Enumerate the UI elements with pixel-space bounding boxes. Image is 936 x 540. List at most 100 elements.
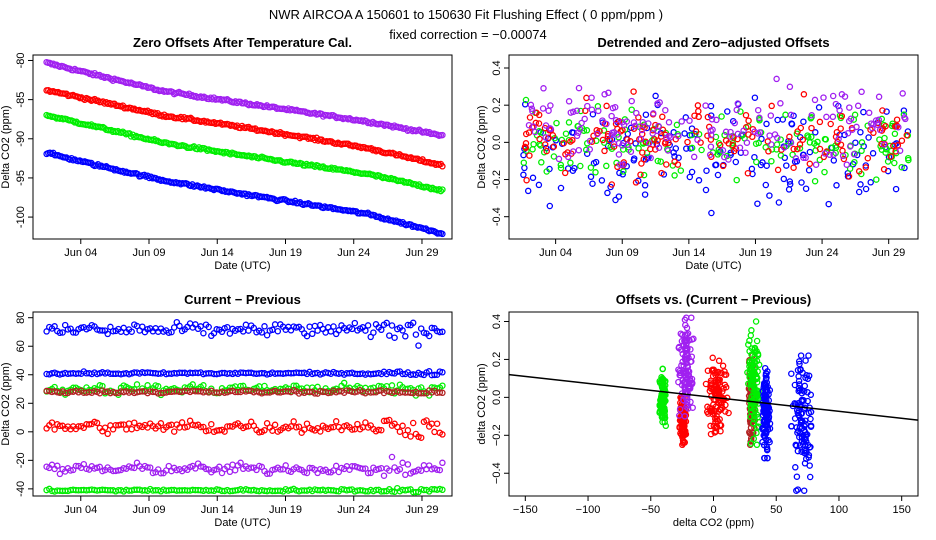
data-point: [69, 329, 77, 336]
data-point: [845, 117, 853, 125]
data-point: [711, 429, 718, 436]
data-point: [439, 369, 446, 376]
data-point: [610, 143, 618, 150]
data-point: [867, 120, 875, 127]
data-point: [630, 119, 638, 126]
x-tick-label: −150: [513, 504, 538, 516]
data-point: [667, 134, 674, 141]
data-point: [806, 148, 814, 156]
data-point: [749, 429, 757, 437]
data-point: [529, 174, 537, 182]
data-point: [875, 116, 883, 124]
data-point: [682, 114, 690, 121]
data-point: [869, 150, 877, 157]
data-point: [904, 154, 912, 162]
data-point: [766, 420, 774, 427]
data-point: [617, 128, 625, 135]
data-point: [245, 327, 252, 334]
data-point: [882, 122, 889, 130]
data-point: [362, 327, 369, 334]
data-point: [627, 148, 635, 155]
data-point: [795, 427, 802, 435]
data-point: [860, 108, 867, 116]
data-point: [787, 139, 795, 147]
data-point: [637, 135, 645, 143]
data-point: [677, 330, 685, 337]
data-point: [386, 332, 393, 339]
data-point: [683, 145, 690, 152]
data-point: [671, 172, 678, 179]
data-point: [637, 171, 644, 178]
data-point: [790, 164, 797, 171]
data-point: [801, 382, 809, 390]
data-point: [722, 128, 730, 136]
data-point: [598, 177, 606, 184]
data-point: [258, 329, 266, 336]
data-point: [804, 397, 811, 405]
data-point: [628, 106, 635, 113]
data-point: [131, 419, 138, 426]
data-point: [364, 469, 372, 477]
data-point: [707, 127, 714, 134]
data-point: [792, 441, 799, 449]
data-point: [797, 416, 805, 424]
data-point: [713, 116, 720, 124]
series-purple: [43, 453, 446, 479]
x-tick-label: Jun 24: [806, 247, 839, 259]
data-point: [520, 151, 527, 159]
data-point: [762, 181, 770, 189]
data-point: [615, 151, 623, 158]
data-point: [327, 424, 335, 431]
data-point: [796, 141, 804, 148]
data-point: [428, 324, 436, 332]
data-point: [168, 328, 175, 336]
data-point: [545, 107, 552, 114]
header-line-2: fixed correction = −0.00074: [389, 27, 547, 42]
data-point: [417, 434, 425, 441]
data-point: [335, 327, 343, 334]
data-point: [678, 362, 685, 369]
x-tick-label: Jun 19: [269, 504, 302, 516]
data-point: [727, 133, 734, 140]
data-point: [436, 328, 444, 336]
y-tick-label: 0.2: [491, 352, 503, 367]
data-point: [436, 466, 444, 474]
data-point: [820, 94, 827, 101]
data-point: [761, 428, 769, 436]
data-point: [56, 329, 64, 337]
data-point: [439, 163, 446, 170]
data-point: [762, 407, 769, 414]
data-point: [694, 136, 701, 144]
data-point: [576, 125, 584, 133]
data-point: [631, 122, 639, 130]
data-point: [708, 209, 715, 217]
data-point: [439, 382, 446, 389]
data-point: [388, 322, 396, 329]
data-point: [529, 107, 536, 115]
data-point: [529, 146, 536, 153]
data-point: [200, 382, 207, 389]
y-axis-label: Delta CO2 (ppm): [476, 105, 488, 188]
data-point: [684, 138, 691, 146]
data-point: [802, 154, 809, 162]
data-point: [750, 435, 758, 443]
data-point: [678, 418, 686, 425]
data-point: [665, 119, 673, 126]
data-point: [802, 185, 810, 192]
data-point: [764, 454, 771, 462]
data-point: [806, 160, 814, 168]
data-point: [821, 168, 828, 176]
data-point: [231, 466, 239, 474]
data-point: [797, 419, 805, 427]
data-point: [242, 321, 250, 329]
data-point: [816, 118, 824, 126]
data-point: [615, 118, 623, 125]
data-point: [748, 165, 756, 173]
data-point: [659, 377, 667, 384]
data-point: [802, 357, 809, 364]
data-point: [226, 330, 234, 337]
data-point: [800, 438, 808, 446]
data-point: [884, 158, 892, 165]
data-point: [713, 383, 720, 390]
zero-offsets-panel: Zero Offsets After Temperature Cal. Jun 0…: [0, 35, 453, 272]
